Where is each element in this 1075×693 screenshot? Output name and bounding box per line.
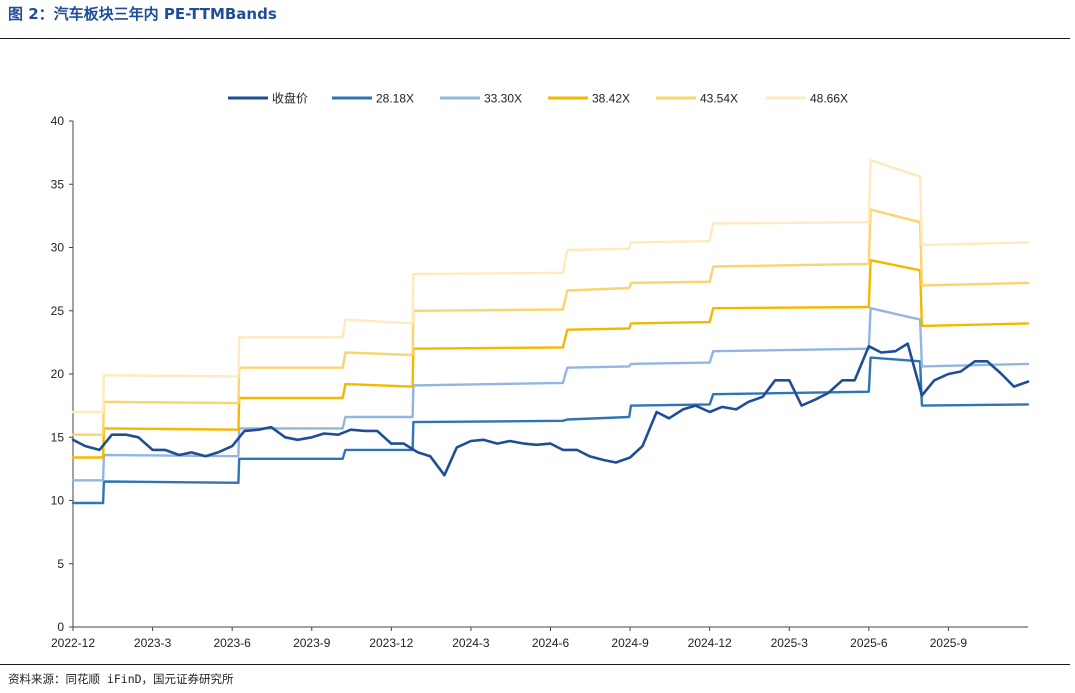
legend-label: 33.30X — [484, 92, 522, 106]
series-line-43.54X — [71, 208, 1030, 436]
x-tick-label: 2024-9 — [611, 636, 649, 650]
legend-label: 38.42X — [592, 92, 630, 106]
plot-area — [71, 158, 1030, 505]
title-divider — [0, 38, 1070, 39]
x-tick-label: 2024-3 — [452, 636, 490, 650]
figure-title: 图 2：汽车板块三年内 PE-TTMBands — [8, 5, 277, 23]
series-line-48.66X — [71, 158, 1030, 414]
x-tick-label: 2024-6 — [532, 636, 570, 650]
y-tick-label: 15 — [51, 430, 65, 444]
legend-label: 48.66X — [810, 92, 848, 106]
series-line-33.30X — [71, 307, 1030, 482]
x-tick-label: 2024-12 — [688, 636, 732, 650]
x-tick-label: 2023-12 — [369, 636, 413, 650]
x-tick-label: 2025-3 — [771, 636, 809, 650]
x-tick-label: 2023-9 — [293, 636, 331, 650]
legend: 收盘价 28.18X 33.30X 38.42X 43.54X 48.66X — [228, 91, 848, 106]
source-note: 资料来源：同花顺 iFinD，国元证券研究所 — [8, 672, 234, 686]
y-tick-label: 20 — [51, 367, 65, 381]
y-tick-label: 0 — [57, 620, 64, 634]
y-tick-label: 10 — [51, 494, 65, 508]
y-axis: 0 5 10 15 20 25 30 35 40 — [51, 114, 74, 634]
series-line-28.18X — [71, 356, 1030, 505]
y-tick-label: 35 — [51, 177, 65, 191]
legend-label: 43.54X — [700, 92, 738, 106]
y-tick-label: 5 — [57, 557, 64, 571]
x-tick-label: 2023-3 — [134, 636, 172, 650]
footer-divider — [0, 664, 1070, 665]
x-tick-label: 2023-6 — [213, 636, 251, 650]
legend-label: 28.18X — [376, 92, 414, 106]
y-tick-label: 40 — [51, 114, 65, 128]
series-line-38.42X — [71, 259, 1030, 459]
y-tick-label: 30 — [51, 241, 65, 255]
y-tick-label: 25 — [51, 304, 65, 318]
series-line-收盘价 — [71, 342, 1030, 477]
legend-label: 收盘价 — [272, 91, 308, 106]
x-tick-label: 2022-12 — [51, 636, 95, 650]
x-tick-label: 2025-6 — [850, 636, 888, 650]
x-axis: 2022-12 2023-3 2023-6 2023-9 2023-12 2024-3 20… — [51, 626, 1028, 650]
x-tick-label: 2025-9 — [930, 636, 968, 650]
